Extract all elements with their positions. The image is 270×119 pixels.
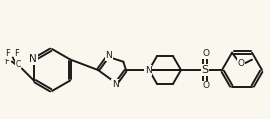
Text: O: O — [202, 50, 210, 59]
Text: N: N — [145, 66, 151, 75]
Text: F: F — [5, 49, 10, 58]
Text: S: S — [201, 65, 208, 75]
Text: N: N — [112, 80, 119, 89]
Text: N: N — [105, 51, 112, 60]
Text: F: F — [4, 57, 9, 66]
Text: O: O — [238, 59, 245, 68]
Text: F: F — [14, 49, 19, 58]
Text: N: N — [29, 55, 37, 64]
Text: O: O — [202, 82, 210, 91]
Text: C: C — [15, 60, 21, 69]
